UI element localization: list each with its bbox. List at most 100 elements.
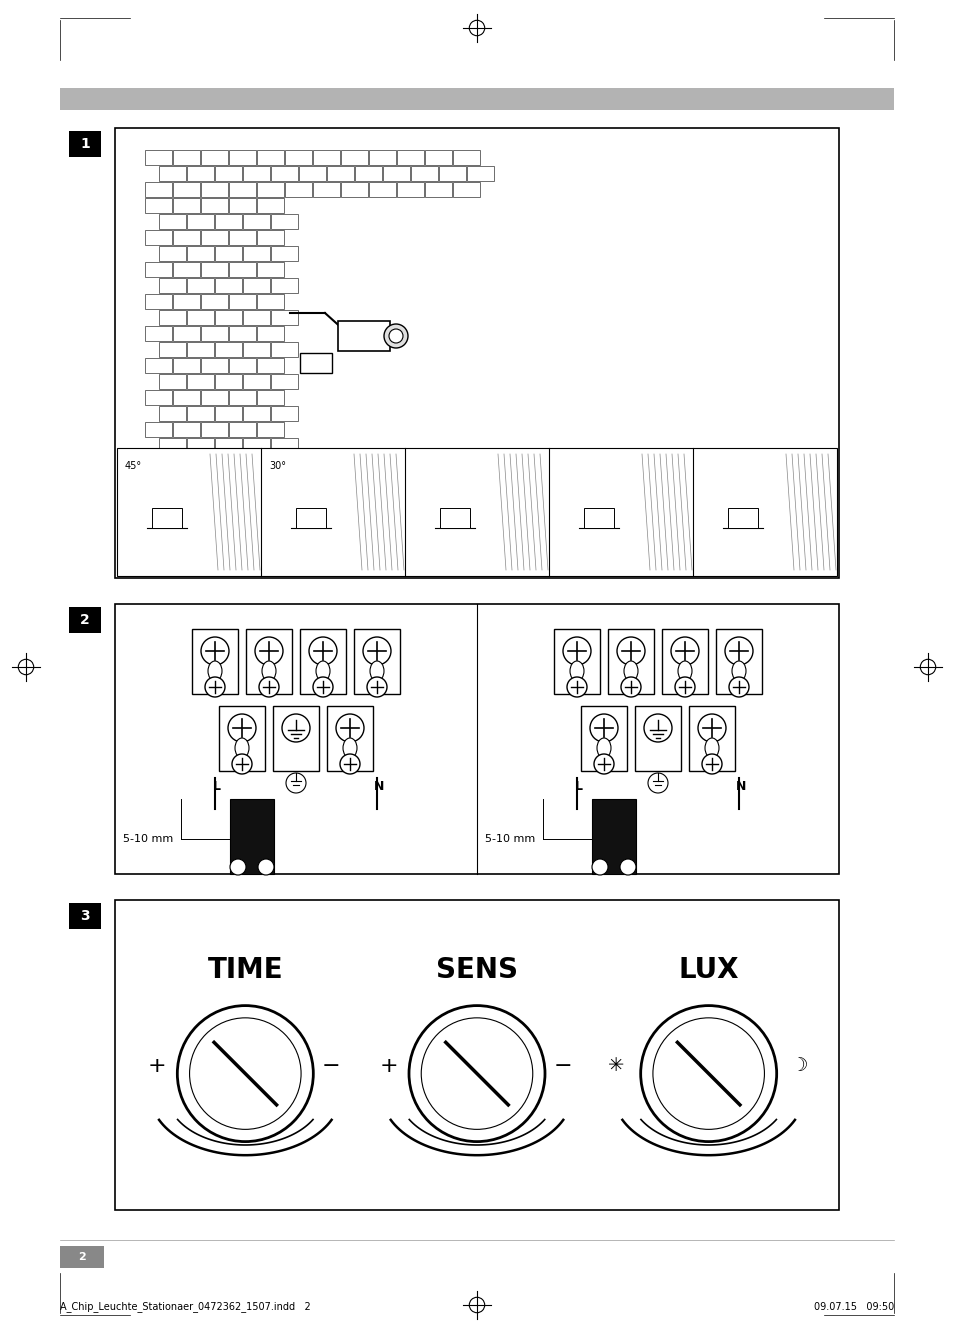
Circle shape	[363, 637, 391, 665]
Bar	[145, 359, 172, 373]
Bar	[145, 263, 172, 277]
Bar	[243, 167, 270, 181]
Bar	[453, 183, 479, 197]
Circle shape	[384, 324, 408, 348]
Bar	[271, 311, 297, 325]
Bar	[243, 375, 270, 389]
Bar	[201, 499, 228, 513]
Bar	[453, 151, 479, 165]
Bar	[271, 215, 297, 229]
Text: N: N	[374, 780, 384, 793]
Bar	[219, 706, 265, 770]
Bar	[172, 295, 200, 309]
Bar	[229, 423, 255, 437]
Circle shape	[701, 754, 721, 774]
Bar	[327, 167, 354, 181]
Bar	[159, 375, 186, 389]
Bar	[298, 167, 326, 181]
Bar	[396, 151, 423, 165]
Bar	[172, 359, 200, 373]
Bar	[172, 151, 200, 165]
Bar	[271, 439, 297, 453]
Circle shape	[724, 637, 752, 665]
Circle shape	[594, 754, 614, 774]
Bar	[187, 343, 213, 357]
Text: +: +	[148, 1056, 167, 1076]
Bar	[256, 327, 284, 341]
Bar	[159, 515, 186, 529]
Ellipse shape	[262, 661, 275, 681]
Bar	[424, 183, 452, 197]
Ellipse shape	[343, 738, 356, 758]
Circle shape	[286, 773, 306, 793]
Text: 2: 2	[80, 613, 90, 627]
Bar	[299, 353, 332, 373]
Text: 5-10 mm: 5-10 mm	[484, 834, 535, 844]
Bar	[438, 167, 465, 181]
Circle shape	[232, 754, 252, 774]
Bar	[467, 167, 494, 181]
Bar	[256, 183, 284, 197]
Bar	[369, 183, 395, 197]
Text: ☽: ☽	[789, 1056, 806, 1076]
Circle shape	[592, 858, 607, 874]
Bar	[256, 231, 284, 245]
Text: ✳: ✳	[607, 1056, 623, 1076]
Bar	[271, 279, 297, 293]
Bar	[69, 607, 101, 633]
Bar	[201, 423, 228, 437]
Circle shape	[201, 637, 229, 665]
Text: 2: 2	[78, 1252, 86, 1262]
Bar	[159, 215, 186, 229]
Bar	[243, 407, 270, 421]
Circle shape	[647, 773, 667, 793]
Bar	[201, 391, 228, 405]
Bar	[229, 359, 255, 373]
Circle shape	[228, 714, 255, 742]
Bar	[145, 183, 172, 197]
Bar	[313, 183, 339, 197]
Bar	[172, 263, 200, 277]
Bar	[187, 247, 213, 261]
Bar	[271, 343, 297, 357]
Bar	[214, 279, 242, 293]
Ellipse shape	[234, 738, 249, 758]
Bar	[285, 151, 312, 165]
Bar	[159, 439, 186, 453]
Circle shape	[670, 637, 699, 665]
Bar	[201, 295, 228, 309]
Bar	[313, 151, 339, 165]
Bar	[187, 279, 213, 293]
Bar	[159, 407, 186, 421]
Bar	[145, 151, 172, 165]
Bar	[69, 902, 101, 929]
Bar	[229, 391, 255, 405]
Ellipse shape	[315, 661, 330, 681]
Text: L: L	[213, 780, 221, 793]
Bar	[327, 515, 354, 529]
Bar	[187, 215, 213, 229]
Bar	[60, 88, 893, 111]
Text: −: −	[322, 1056, 340, 1076]
Circle shape	[409, 1005, 544, 1141]
Ellipse shape	[731, 661, 745, 681]
Circle shape	[562, 637, 590, 665]
Circle shape	[698, 714, 725, 742]
Text: L: L	[575, 780, 582, 793]
Bar	[115, 900, 838, 1210]
Bar	[201, 183, 228, 197]
Bar	[152, 508, 182, 528]
Circle shape	[177, 1005, 313, 1141]
Bar	[187, 311, 213, 325]
Bar	[299, 629, 346, 694]
Circle shape	[640, 1005, 776, 1141]
Bar	[214, 375, 242, 389]
Bar	[243, 247, 270, 261]
Bar	[727, 508, 758, 528]
Bar	[201, 151, 228, 165]
Circle shape	[282, 714, 310, 742]
Bar	[229, 499, 255, 513]
Bar	[271, 515, 297, 529]
Circle shape	[620, 677, 640, 697]
Bar	[340, 499, 368, 513]
